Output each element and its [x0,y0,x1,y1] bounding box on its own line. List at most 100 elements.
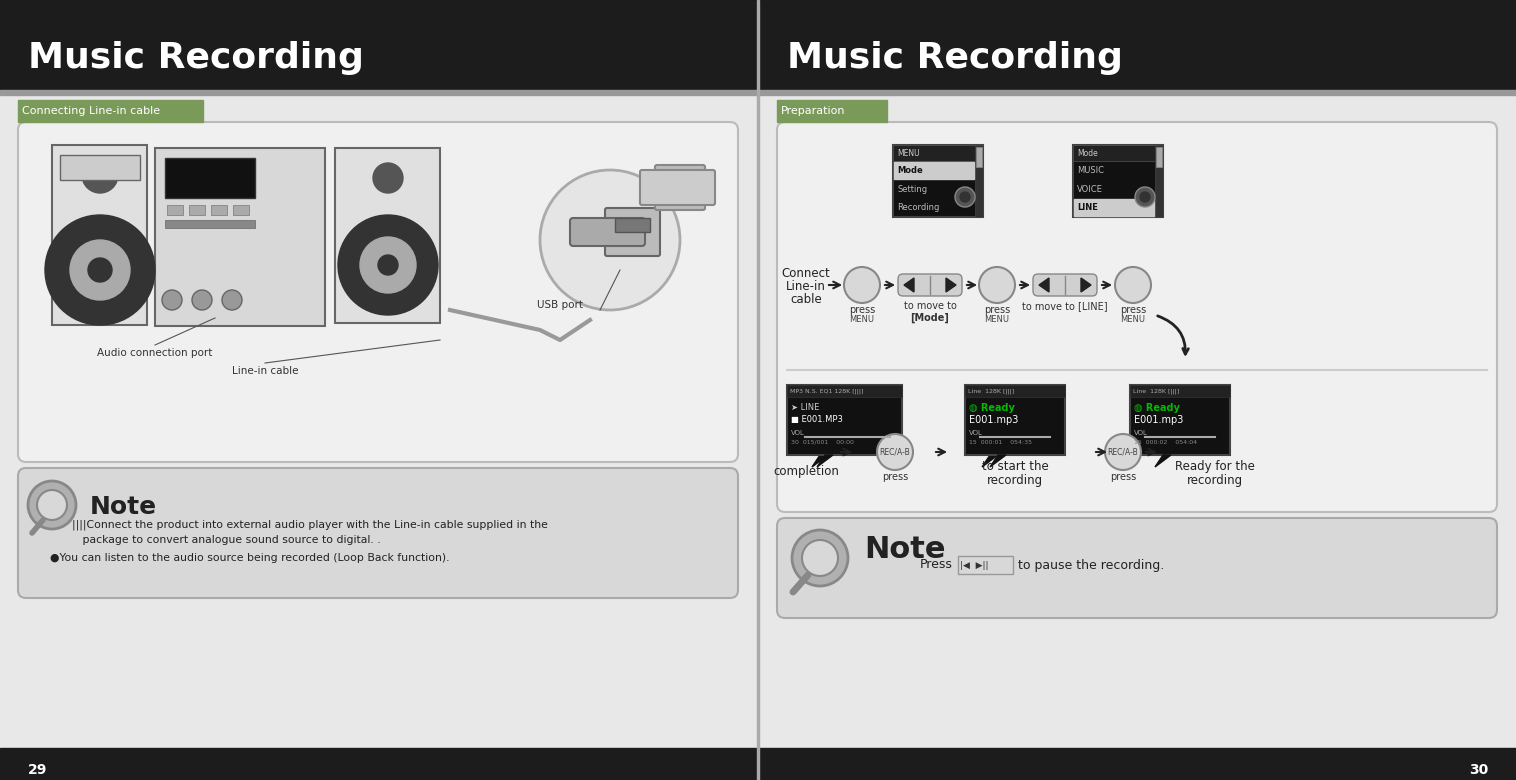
Circle shape [955,187,975,207]
Bar [760,0,1516,90]
Circle shape [1140,192,1151,202]
Circle shape [1135,187,1155,207]
Circle shape [373,163,403,193]
Text: VOICE: VOICE [1076,185,1102,193]
Text: Setting: Setting [897,185,928,193]
Bar [155,148,324,326]
Polygon shape [982,455,998,467]
Text: ➤ LINE: ➤ LINE [791,403,819,412]
Text: 15  000:01    054:35: 15 000:01 054:35 [969,440,1032,445]
FancyBboxPatch shape [640,170,716,205]
Bar [966,397,1066,455]
Bar [1129,397,1229,455]
Text: USB port: USB port [537,300,584,310]
FancyBboxPatch shape [570,218,644,246]
Bar [778,100,887,122]
Circle shape [338,215,438,315]
Bar [893,145,982,217]
Bar [233,205,249,215]
Circle shape [359,237,415,293]
Text: ◍ Ready: ◍ Ready [969,403,1014,413]
Text: cable: cable [790,293,822,306]
Bar [787,397,902,455]
Text: Line-in cable: Line-in cable [232,366,299,376]
Circle shape [844,267,879,303]
Text: VOL: VOL [969,430,982,436]
Bar [1129,385,1229,455]
Text: Connecting Line-in cable: Connecting Line-in cable [23,106,161,116]
Bar [760,90,1516,95]
Text: E001.mp3: E001.mp3 [969,415,1019,425]
Circle shape [27,481,76,529]
Text: MUSIC: MUSIC [1076,166,1104,175]
Text: REC/A-B: REC/A-B [1108,448,1139,456]
Text: 30  015/001    00:00: 30 015/001 00:00 [791,440,854,445]
Text: press: press [1120,305,1146,315]
Text: press: press [1110,472,1135,482]
Bar [0,0,756,90]
Bar [966,385,1066,397]
Polygon shape [1081,278,1092,292]
Circle shape [162,290,182,310]
Text: press: press [882,472,908,482]
Text: completion: completion [773,465,838,478]
Text: VOL: VOL [1134,430,1148,436]
Text: 30: 30 [1469,763,1489,777]
Text: Audio connection port: Audio connection port [97,348,212,358]
Circle shape [802,540,838,576]
Text: Line-in: Line-in [787,280,826,293]
Circle shape [1114,267,1151,303]
FancyBboxPatch shape [18,468,738,598]
FancyBboxPatch shape [655,165,705,210]
Bar [211,205,227,215]
Text: to move to: to move to [904,301,957,311]
Text: Music Recording: Music Recording [787,41,1123,75]
Text: |◀  ▶||: |◀ ▶|| [960,561,988,569]
Bar [0,0,756,780]
Text: Recording: Recording [897,203,940,212]
Circle shape [45,215,155,325]
Text: package to convert analogue sound source to digital. .: package to convert analogue sound source… [71,535,381,545]
Circle shape [1105,434,1142,470]
Text: E001.mp3: E001.mp3 [1134,415,1184,425]
Bar [18,100,203,122]
Polygon shape [1038,278,1049,292]
Circle shape [82,157,118,193]
Circle shape [876,434,913,470]
Text: MENU: MENU [849,315,875,324]
FancyBboxPatch shape [897,274,963,296]
Circle shape [791,530,847,586]
Circle shape [193,290,212,310]
FancyBboxPatch shape [778,518,1496,618]
Bar [165,220,255,228]
Text: Press: Press [920,558,954,572]
Bar [335,148,440,323]
Bar [1129,385,1229,397]
Text: Music Recording: Music Recording [27,41,364,75]
Text: [Mode]: [Mode] [911,313,949,323]
Bar [52,145,147,325]
Text: Ready for the: Ready for the [1175,460,1255,473]
Circle shape [979,267,1016,303]
Text: ●You can listen to the audio source being recorded (Loop Back function).: ●You can listen to the audio source bein… [50,553,450,563]
Circle shape [88,258,112,282]
Text: 29: 29 [27,763,47,777]
Text: MENU: MENU [897,148,920,158]
Text: to start the: to start the [982,460,1049,473]
Circle shape [540,170,681,310]
Text: Note: Note [89,495,158,519]
Bar [760,748,1516,780]
Text: press: press [984,305,1010,315]
Bar [1073,145,1163,161]
Text: 15  000:02    054:04: 15 000:02 054:04 [1134,440,1198,445]
Bar [894,162,973,179]
FancyBboxPatch shape [778,122,1496,512]
Polygon shape [904,278,914,292]
Text: to move to [LINE]: to move to [LINE] [1022,301,1108,311]
Polygon shape [1155,455,1170,467]
Bar [1157,147,1161,167]
Polygon shape [946,278,957,292]
Text: ◍ Ready: ◍ Ready [1134,403,1179,413]
Text: MENU: MENU [984,315,1010,324]
Circle shape [377,255,399,275]
